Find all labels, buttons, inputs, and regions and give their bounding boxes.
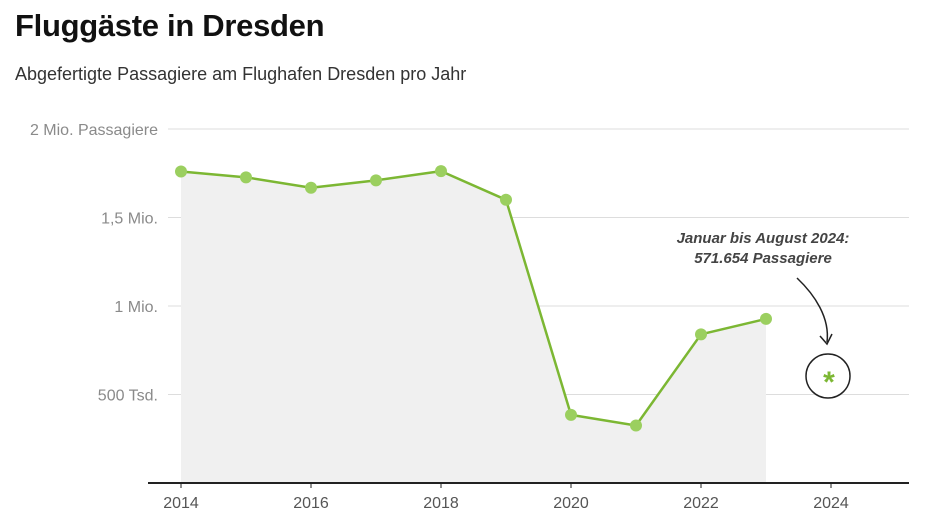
y-tick-label: 2 Mio. Passagiere [30,122,158,139]
data-point [695,328,707,341]
x-tick-label: 2016 [293,495,329,512]
data-point [500,193,512,206]
x-axis-ticks: 2014 2016 2018 2020 2022 2024 [163,483,849,512]
y-tick-label: 1,5 Mio. [101,211,158,228]
series-line [180,169,767,427]
data-point [565,408,577,421]
data-point [435,165,447,178]
area-fill [181,171,766,483]
y-axis-ticks: 500 Tsd. 1 Mio. 1,5 Mio. 2 Mio. Passagiere [30,122,158,405]
annotation: Januar bis August 2024: 571.654 Passagie… [677,230,851,399]
data-point [240,171,252,184]
data-point [175,165,187,178]
asterisk-icon: * [823,366,835,399]
y-tick-label: 1 Mio. [114,299,158,316]
annotation-line-1: Januar bis August 2024: [677,230,850,247]
asterisk-circle [805,353,851,399]
x-tick-label: 2020 [553,495,589,512]
series-line-layer [180,169,767,427]
annotation-arrowhead [819,333,833,346]
area-under-line [181,171,766,483]
x-tick-label: 2018 [423,495,459,512]
data-point [305,181,317,194]
x-tick-label: 2024 [813,495,849,512]
annotation-arrow [796,277,829,343]
data-point [370,174,382,187]
data-points [175,165,772,432]
y-tick-label: 500 Tsd. [98,388,158,405]
x-tick-label: 2022 [683,495,719,512]
chart-title: Fluggäste in Dresden [15,8,325,43]
data-point [630,419,642,432]
annotation-line-2: 571.654 Passagiere [694,250,832,267]
x-tick-label: 2014 [163,495,199,512]
chart-subtitle: Abgefertigte Passagiere am Flughafen Dre… [15,64,467,84]
data-point [760,312,772,325]
